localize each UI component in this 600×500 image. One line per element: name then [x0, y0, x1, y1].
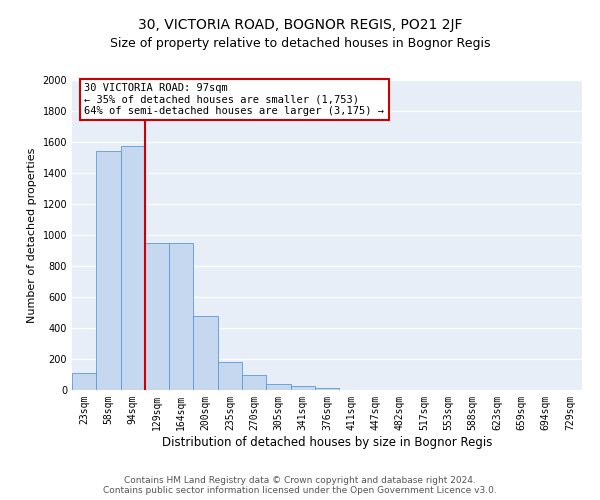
Bar [315, 388, 339, 390]
Bar [290, 386, 315, 390]
Text: 30, VICTORIA ROAD, BOGNOR REGIS, PO21 2JF: 30, VICTORIA ROAD, BOGNOR REGIS, PO21 2J… [138, 18, 462, 32]
Bar [218, 362, 242, 390]
X-axis label: Distribution of detached houses by size in Bognor Regis: Distribution of detached houses by size … [162, 436, 492, 448]
Text: Size of property relative to detached houses in Bognor Regis: Size of property relative to detached ho… [110, 38, 490, 51]
Bar [266, 384, 290, 390]
Bar [169, 243, 193, 390]
Bar [145, 243, 169, 390]
Y-axis label: Number of detached properties: Number of detached properties [27, 148, 37, 322]
Bar [242, 376, 266, 390]
Bar [72, 373, 96, 390]
Bar [121, 146, 145, 390]
Bar [193, 316, 218, 390]
Text: Contains HM Land Registry data © Crown copyright and database right 2024.
Contai: Contains HM Land Registry data © Crown c… [103, 476, 497, 495]
Text: 30 VICTORIA ROAD: 97sqm
← 35% of detached houses are smaller (1,753)
64% of semi: 30 VICTORIA ROAD: 97sqm ← 35% of detache… [85, 83, 385, 116]
Bar [96, 152, 121, 390]
